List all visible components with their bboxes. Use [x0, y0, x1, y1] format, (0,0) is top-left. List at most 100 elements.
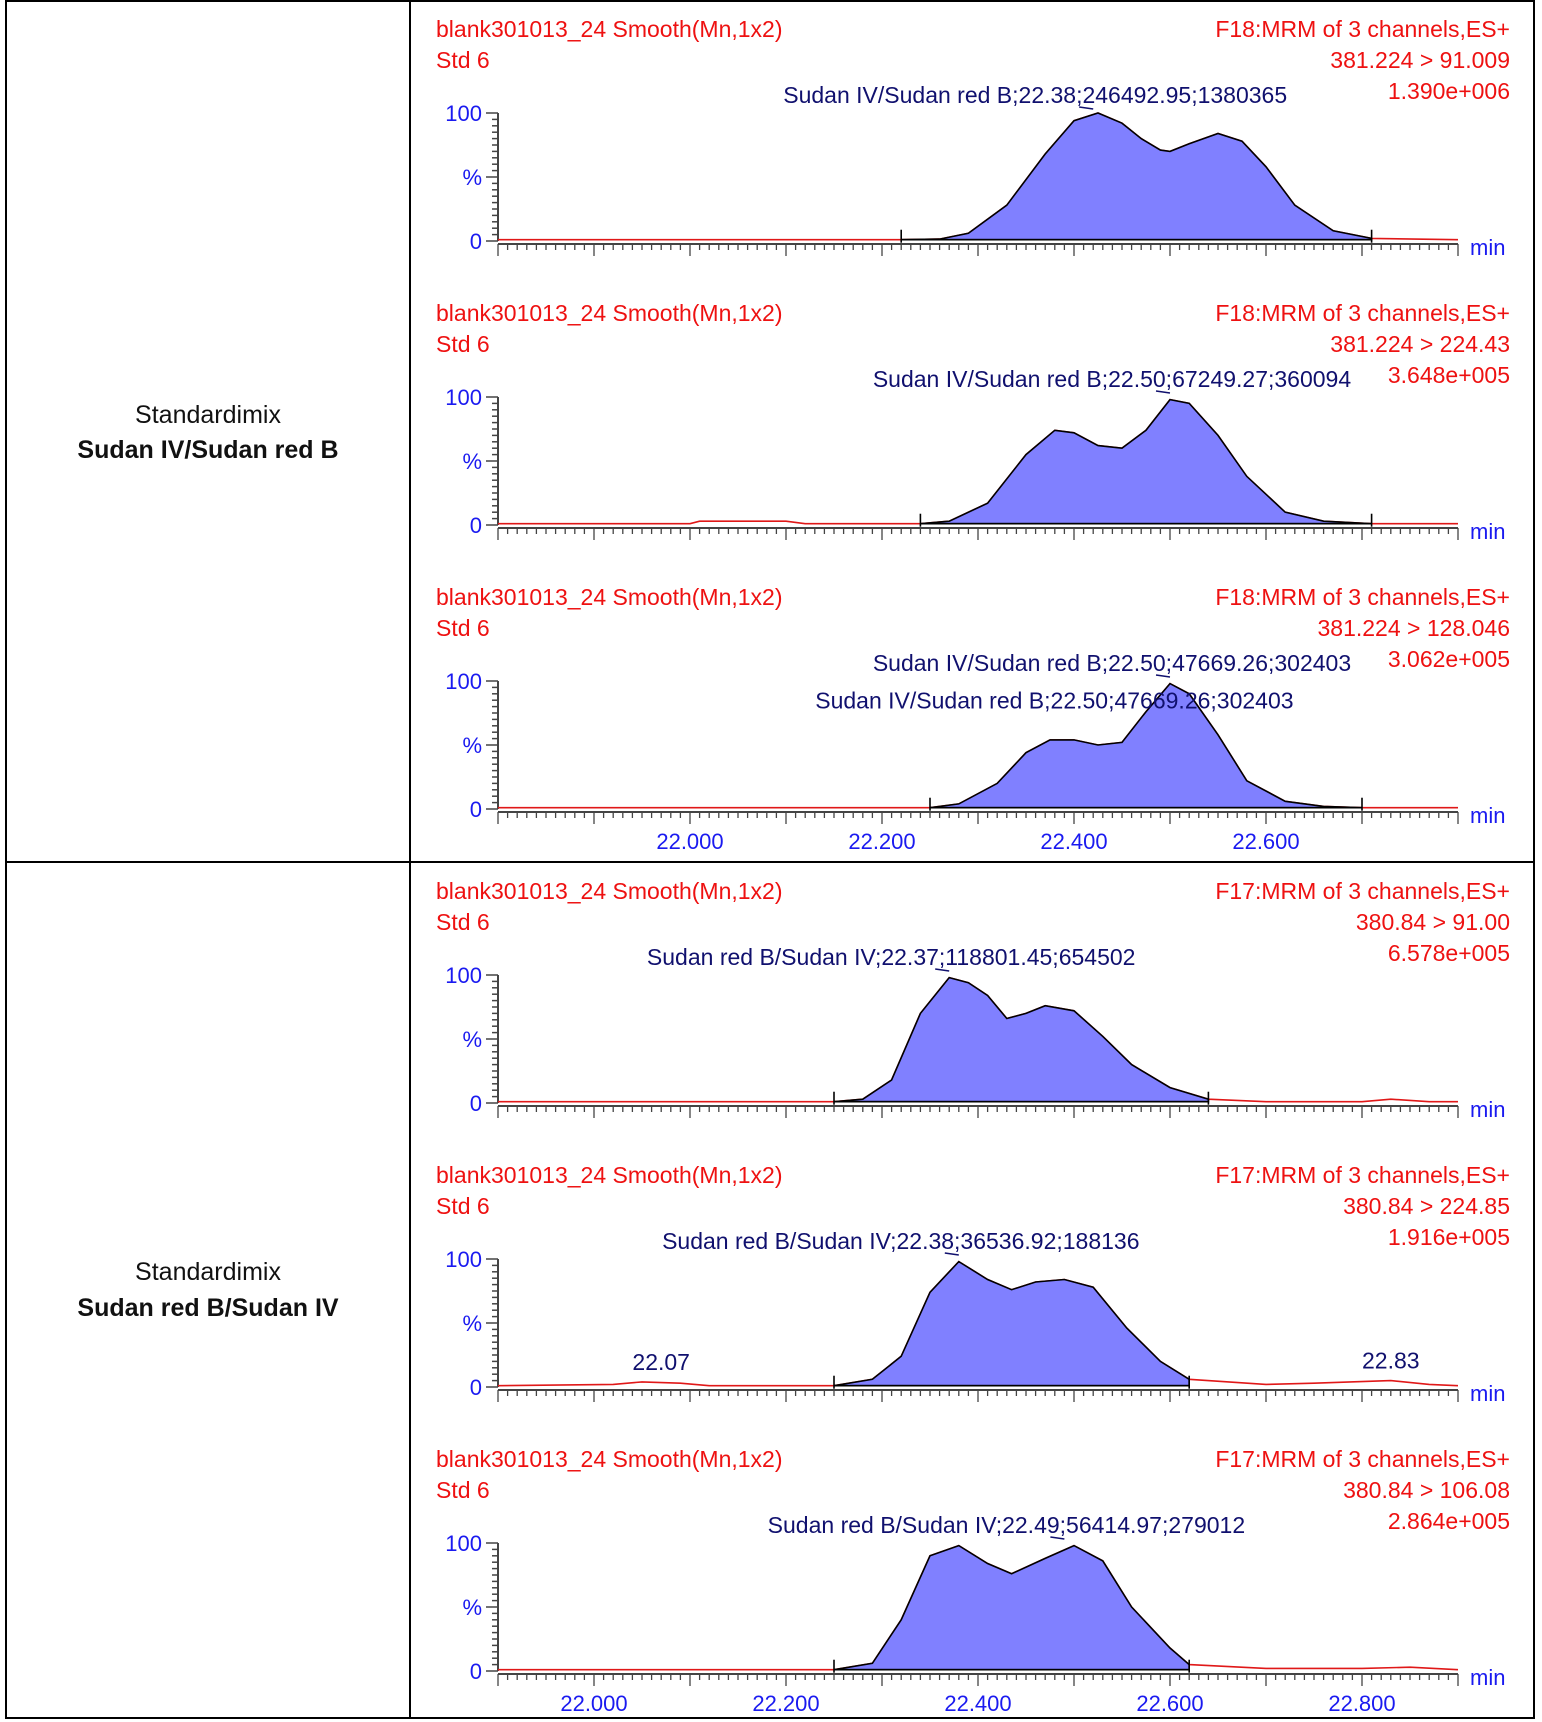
header-left-1: blank301013_24 Smooth(Mn,1x2)	[436, 300, 783, 326]
rt-label: 22.83	[1362, 1348, 1420, 1374]
y-tick-label: 0	[470, 513, 482, 538]
header-right-3: 2.864e+005	[1388, 1508, 1510, 1534]
y-tick-label: 100	[445, 101, 482, 126]
header-right-3: 1.390e+006	[1388, 78, 1510, 104]
peak-label: Sudan IV/Sudan red B;22.50;47669.26;3024…	[873, 650, 1351, 676]
peak-label-leader	[1155, 390, 1171, 394]
header-right-2: 381.224 > 224.43	[1330, 331, 1510, 357]
x-axis-label: min	[1470, 1381, 1505, 1406]
header-right-2: 380.84 > 224.85	[1343, 1193, 1510, 1219]
header-right-1: F17:MRM of 3 channels,ES+	[1215, 878, 1510, 904]
y-tick-label: 100	[445, 1247, 482, 1272]
rt-label: 22.07	[632, 1349, 690, 1375]
peak-label: Sudan red B/Sudan IV;22.37;118801.45;654…	[647, 944, 1136, 970]
header-left-2: Std 6	[436, 331, 490, 357]
x-axis-label: min	[1470, 803, 1505, 828]
header-left-2: Std 6	[436, 1477, 490, 1503]
header-left-1: blank301013_24 Smooth(Mn,1x2)	[436, 1162, 783, 1188]
header-right-3: 3.062e+005	[1388, 646, 1510, 672]
x-axis-label: min	[1470, 1665, 1505, 1690]
header-right-1: F17:MRM of 3 channels,ES+	[1215, 1446, 1510, 1472]
table-frame	[5, 0, 1535, 1719]
peak-label-leader	[1155, 674, 1171, 678]
header-right-3: 1.916e+005	[1388, 1224, 1510, 1250]
chart-panel-1: blank301013_24 Smooth(Mn,1x2) Std 6 F18:MR…	[436, 16, 1510, 260]
group-2-line2: Sudan red B/Sudan IV	[77, 1294, 338, 1322]
header-right-1: F17:MRM of 3 channels,ES+	[1215, 1162, 1510, 1188]
peak-area	[833, 1260, 1190, 1387]
peak-label-leader	[944, 1252, 959, 1256]
header-left-2: Std 6	[436, 615, 490, 641]
y-axis-label: %	[462, 1595, 482, 1620]
trace-line	[498, 398, 1458, 525]
header-right-2: 380.84 > 91.00	[1356, 909, 1510, 935]
header-right-2: 380.84 > 106.08	[1343, 1477, 1510, 1503]
chromatogram-panels: blank301013_24 Smooth(Mn,1x2) Std 6 F18:MR…	[436, 16, 1510, 1716]
header-right-2: 381.224 > 128.046	[1318, 615, 1511, 641]
peak-label: Sudan IV/Sudan red B;22.50;67249.27;3600…	[873, 366, 1352, 392]
chart-panel-5: blank301013_24 Smooth(Mn,1x2) Std 6 F17:MR…	[436, 1162, 1510, 1406]
header-right-1: F18:MRM of 3 channels,ES+	[1215, 300, 1510, 326]
x-tick-label: 22.200	[848, 829, 915, 854]
header-left-1: blank301013_24 Smooth(Mn,1x2)	[436, 16, 783, 42]
peak-label: Sudan IV/Sudan red B;22.50;47669.26;3024…	[815, 688, 1293, 714]
x-tick-label: 22.400	[944, 1691, 1011, 1716]
group-label-2: Standardimix Sudan red B/Sudan IV	[77, 1258, 338, 1322]
header-left-1: blank301013_24 Smooth(Mn,1x2)	[436, 878, 783, 904]
x-tick-label: 22.200	[752, 1691, 819, 1716]
y-tick-label: 0	[470, 797, 482, 822]
group-1-line1: Standardimix	[135, 401, 281, 429]
peak-label: Sudan red B/Sudan IV;22.38;36536.92;1881…	[662, 1228, 1139, 1254]
group-1-line2: Sudan IV/Sudan red B	[77, 436, 338, 464]
peak-area	[901, 112, 1373, 241]
peak-area	[929, 682, 1363, 809]
y-tick-label: 100	[445, 963, 482, 988]
header-left-2: Std 6	[436, 1193, 490, 1219]
y-axis-label: %	[462, 1311, 482, 1336]
x-tick-label: 22.600	[1136, 1691, 1203, 1716]
y-tick-label: 0	[470, 1659, 482, 1684]
x-axis-label: min	[1470, 235, 1505, 260]
chart-panel-6: blank301013_24 Smooth(Mn,1x2) Std 6 F17:MR…	[436, 1446, 1510, 1716]
y-tick-label: 100	[445, 1531, 482, 1556]
y-axis-label: %	[462, 449, 482, 474]
y-tick-label: 100	[445, 385, 482, 410]
peak-label-leader	[935, 968, 950, 972]
header-left-1: blank301013_24 Smooth(Mn,1x2)	[436, 1446, 783, 1472]
peak-area	[920, 398, 1372, 525]
x-axis-label: min	[1470, 1097, 1505, 1122]
group-2-line1: Standardimix	[135, 1258, 281, 1286]
y-tick-label: 0	[470, 1375, 482, 1400]
header-right-2: 381.224 > 91.009	[1330, 47, 1510, 73]
y-tick-label: 0	[470, 1091, 482, 1116]
y-axis-label: %	[462, 1027, 482, 1052]
header-right-1: F18:MRM of 3 channels,ES+	[1215, 16, 1510, 42]
header-left-1: blank301013_24 Smooth(Mn,1x2)	[436, 584, 783, 610]
chart-panel-2: blank301013_24 Smooth(Mn,1x2) Std 6 F18:MR…	[436, 300, 1510, 544]
x-tick-label: 22.400	[1040, 829, 1107, 854]
peak-label: Sudan red B/Sudan IV;22.49;56414.97;2790…	[768, 1512, 1245, 1538]
peak-area	[833, 976, 1210, 1103]
x-tick-label: 22.000	[560, 1691, 627, 1716]
header-right-3: 3.648e+005	[1388, 362, 1510, 388]
header-left-2: Std 6	[436, 909, 490, 935]
chart-panel-4: blank301013_24 Smooth(Mn,1x2) Std 6 F17:MR…	[436, 878, 1510, 1122]
chart-panel-3: blank301013_24 Smooth(Mn,1x2) Std 6 F18:MR…	[436, 584, 1510, 854]
x-tick-label: 22.800	[1328, 1691, 1395, 1716]
x-axis-label: min	[1470, 519, 1505, 544]
peak-label-leader	[1050, 1536, 1065, 1540]
peak-label: Sudan IV/Sudan red B;22.38;246492.95;138…	[783, 82, 1287, 108]
y-axis-label: %	[462, 733, 482, 758]
y-tick-label: 0	[470, 229, 482, 254]
peak-label-leader	[1079, 106, 1094, 110]
header-left-2: Std 6	[436, 47, 490, 73]
peak-area	[833, 1544, 1190, 1671]
header-right-1: F18:MRM of 3 channels,ES+	[1215, 584, 1510, 610]
header-right-3: 6.578e+005	[1388, 940, 1510, 966]
x-tick-label: 22.000	[656, 829, 723, 854]
x-tick-label: 22.600	[1232, 829, 1299, 854]
y-axis-label: %	[462, 165, 482, 190]
group-label-1: Standardimix Sudan IV/Sudan red B	[77, 401, 338, 464]
y-tick-label: 100	[445, 669, 482, 694]
